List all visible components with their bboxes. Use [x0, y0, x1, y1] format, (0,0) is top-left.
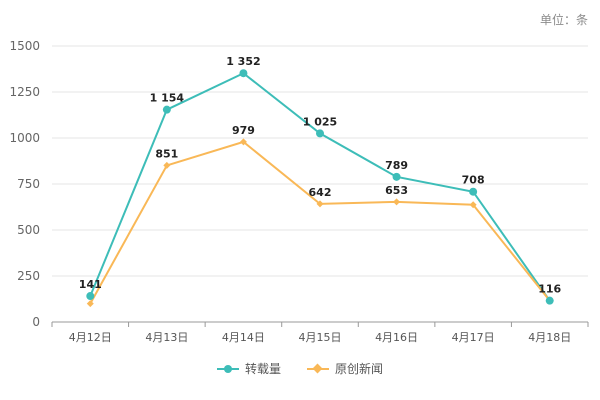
data-point-original — [86, 300, 94, 308]
y-tick-label: 1000 — [9, 131, 40, 145]
y-tick-label: 0 — [32, 315, 40, 329]
data-point-original — [239, 138, 247, 146]
data-label-original: 979 — [232, 124, 255, 137]
legend-diamond-marker-icon — [307, 363, 329, 374]
data-point-original — [316, 200, 324, 208]
y-tick-label: 500 — [17, 223, 40, 237]
data-label-repost: 1 352 — [226, 55, 260, 68]
data-label-original: 851 — [155, 147, 178, 160]
legend-circle-marker-icon — [216, 364, 239, 374]
data-point-repost — [162, 105, 171, 114]
data-point-original — [393, 198, 401, 206]
legend-dot-repost — [223, 364, 232, 373]
data-label-repost: 141 — [79, 278, 102, 291]
data-label-repost: 1 025 — [303, 115, 337, 128]
data-point-repost — [316, 129, 324, 138]
data-label-original: 642 — [309, 186, 332, 199]
legend-item-original[interactable]: 原创新闻 — [307, 360, 383, 377]
x-tick-label: 4月17日 — [452, 331, 495, 344]
y-tick-label: 1250 — [9, 85, 40, 99]
x-tick-label: 4月12日 — [69, 331, 112, 344]
x-tick-label: 4月18日 — [528, 331, 571, 344]
data-point-repost — [86, 292, 95, 301]
series-line-original — [89, 140, 551, 305]
data-point-repost — [545, 296, 554, 305]
y-tick-label: 750 — [17, 177, 40, 191]
data-point-original — [163, 161, 171, 169]
x-tick-label: 4月15日 — [299, 331, 342, 344]
data-point-repost — [469, 187, 478, 196]
y-tick-label: 1500 — [9, 39, 40, 53]
legend-item-repost[interactable]: 转载量 — [216, 360, 281, 377]
y-tick-label: 250 — [17, 269, 40, 283]
data-label-repost: 1 154 — [150, 92, 185, 105]
data-label-repost: 708 — [462, 174, 485, 187]
data-label-original: 653 — [385, 184, 408, 197]
legend-label-original: 原创新闻 — [335, 362, 384, 376]
data-point-original — [469, 201, 477, 209]
x-tick-label: 4月13日 — [145, 331, 188, 344]
data-label-repost: 116 — [538, 283, 561, 296]
unit-label: 单位：条 — [539, 13, 588, 27]
data-label-repost: 789 — [385, 159, 408, 172]
data-point-repost — [392, 172, 401, 181]
data-point-repost — [239, 69, 248, 78]
x-tick-label: 4月14日 — [222, 331, 265, 344]
legend: 转载量 原创新闻 — [0, 360, 600, 377]
legend-label-repost: 转载量 — [244, 362, 281, 376]
legend-diamond-original — [312, 363, 323, 373]
x-tick-label: 4月16日 — [375, 331, 418, 344]
